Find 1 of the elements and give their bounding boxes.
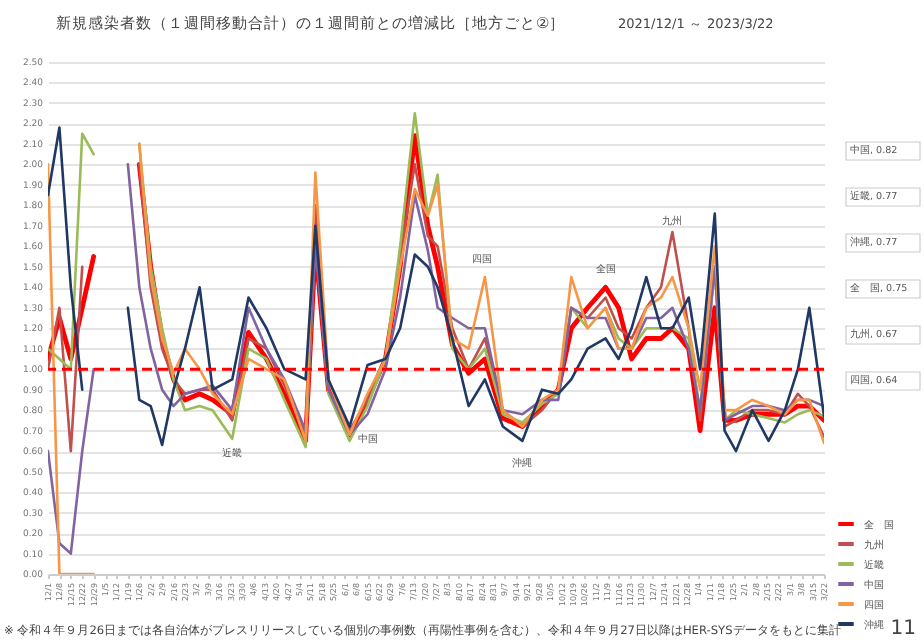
text: 11 [890,618,916,640]
